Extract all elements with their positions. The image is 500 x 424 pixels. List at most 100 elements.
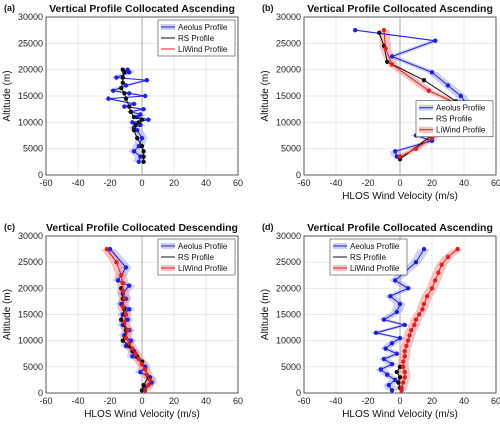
aeolus-data-point	[115, 278, 121, 283]
aeolus-data-point	[413, 259, 419, 265]
liwind-data-point	[412, 322, 417, 328]
y-tick-label: 20000	[18, 65, 43, 75]
rs-data-point	[139, 117, 145, 122]
aeolus-data-point	[143, 93, 148, 99]
aeolus-data-point	[421, 246, 427, 252]
aeolus-data-point	[389, 341, 395, 346]
aeolus-data-point	[138, 369, 143, 375]
x-axis-label: HLOS Wind Velocity (m/s)	[342, 409, 458, 420]
legend: Aeolus Profile RS Profile LiWind Profile	[329, 238, 408, 276]
x-tick-label: 40	[201, 396, 211, 406]
chart-title: Vertical Profile Collocated Descending	[46, 222, 238, 234]
x-tick-label: -40	[329, 178, 342, 188]
liwind-data-point	[123, 312, 129, 317]
y-tick-label: 20000	[276, 283, 301, 293]
chart-title: Vertical Profile Collocated Ascending	[307, 222, 493, 234]
aeolus-data-point	[393, 149, 398, 154]
y-tick-label: 15000	[18, 91, 43, 101]
aeolus-data-point	[136, 159, 141, 165]
aeolus-data-point	[138, 112, 143, 117]
x-tick-label: -40	[329, 396, 342, 406]
x-tick-label: 60	[491, 396, 500, 406]
liwind-data-point	[143, 388, 148, 393]
legend-entry: RS Profile	[419, 115, 473, 124]
liwind-data-point	[123, 335, 129, 341]
y-tick-label: 30000	[276, 231, 301, 241]
x-tick-label: 60	[491, 178, 500, 188]
x-axis-label: HLOS Wind Velocity (m/s)	[342, 191, 458, 202]
liwind-data-point	[402, 369, 407, 375]
liwind-data-point	[127, 341, 132, 346]
aeolus-data-point	[433, 38, 438, 43]
aeolus-data-point	[458, 93, 463, 99]
x-tick-label: -60	[39, 396, 52, 406]
rs-data-point	[139, 143, 145, 149]
rs-data-point	[377, 30, 382, 35]
liwind-data-point	[455, 246, 460, 252]
aeolus-data-point	[394, 351, 399, 356]
y-axis-label: Altitude (m)	[260, 289, 271, 340]
y-tick-label: 0	[296, 388, 301, 398]
rs-data-point	[128, 109, 133, 115]
legend-entry: Aeolus Profile	[419, 104, 486, 113]
liwind-data-point	[402, 348, 407, 354]
aeolus-data-point	[389, 362, 395, 367]
aeolus-data-point	[385, 372, 390, 377]
liwind-data-point	[120, 288, 126, 294]
aeolus-data-point	[405, 286, 411, 291]
rs-data-point	[394, 369, 399, 375]
x-tick-label: 0	[139, 396, 144, 406]
rs-data-point	[385, 59, 390, 64]
aeolus-data-point	[381, 356, 387, 362]
rs-data-point	[120, 80, 126, 86]
y-tick-label: 10000	[276, 336, 301, 346]
aeolus-data-point	[353, 27, 358, 33]
rs-data-point	[119, 317, 124, 322]
liwind-data-point	[147, 377, 153, 383]
liwind-data-point	[143, 367, 148, 372]
y-tick-label: 5000	[281, 144, 301, 154]
aeolus-uncertainty-band	[102, 69, 154, 162]
y-tick-label: 5000	[23, 144, 43, 154]
y-tick-label: 10000	[18, 117, 43, 127]
y-tick-label: 0	[38, 388, 43, 398]
x-axis-label: HLOS Wind Velocity (m/s)	[84, 409, 200, 420]
aeolus-data-point	[136, 143, 141, 149]
aeolus-data-point	[394, 309, 399, 315]
aeolus-data-point	[123, 265, 129, 270]
liwind-data-point	[397, 154, 403, 159]
x-tick-label: -40	[71, 396, 84, 406]
aeolus-data-point	[138, 154, 143, 159]
plot-frame	[303, 16, 497, 176]
x-tick-label: -20	[103, 396, 116, 406]
aeolus-data-point	[429, 70, 435, 75]
aeolus-data-point	[107, 246, 113, 252]
liwind-data-point	[381, 27, 387, 33]
y-tick-label: 0	[296, 170, 301, 180]
chart-title: Vertical Profile Collocated Ascending	[49, 3, 235, 15]
x-tick-label: -60	[39, 178, 52, 188]
aeolus-data-point	[125, 67, 130, 72]
x-tick-label: 40	[459, 178, 469, 188]
y-tick-label: 25000	[276, 38, 301, 48]
rs-data-point	[421, 78, 427, 83]
chart-title: Vertical Profile Collocated Ascending	[307, 3, 493, 15]
y-tick-label: 0	[38, 170, 43, 180]
chart-panel-b: -60 -40 -20 0 20 40 60 0 5000 10000 15000 20000 2500…	[260, 3, 500, 202]
x-tick-label: -60	[297, 178, 310, 188]
y-axis-label: Altitude (m)	[260, 70, 271, 121]
x-tick-label: 0	[397, 396, 402, 406]
aeolus-data-point	[106, 96, 111, 101]
aeolus-data-point	[394, 154, 399, 159]
rs-data-point	[141, 154, 146, 159]
y-axis-label: Altitude (m)	[2, 70, 13, 121]
legend-entry: LiWind Profile	[333, 264, 400, 273]
liwind-data-point	[413, 146, 419, 151]
liwind-data-point	[114, 259, 119, 265]
legend-label: RS Profile	[178, 253, 215, 262]
legend-entry: Aeolus Profile	[161, 23, 228, 32]
aeolus-data-point	[127, 91, 132, 96]
liwind-data-point	[389, 62, 395, 67]
legend-label: RS Profile	[436, 115, 473, 124]
aeolus-data-point	[373, 330, 379, 336]
